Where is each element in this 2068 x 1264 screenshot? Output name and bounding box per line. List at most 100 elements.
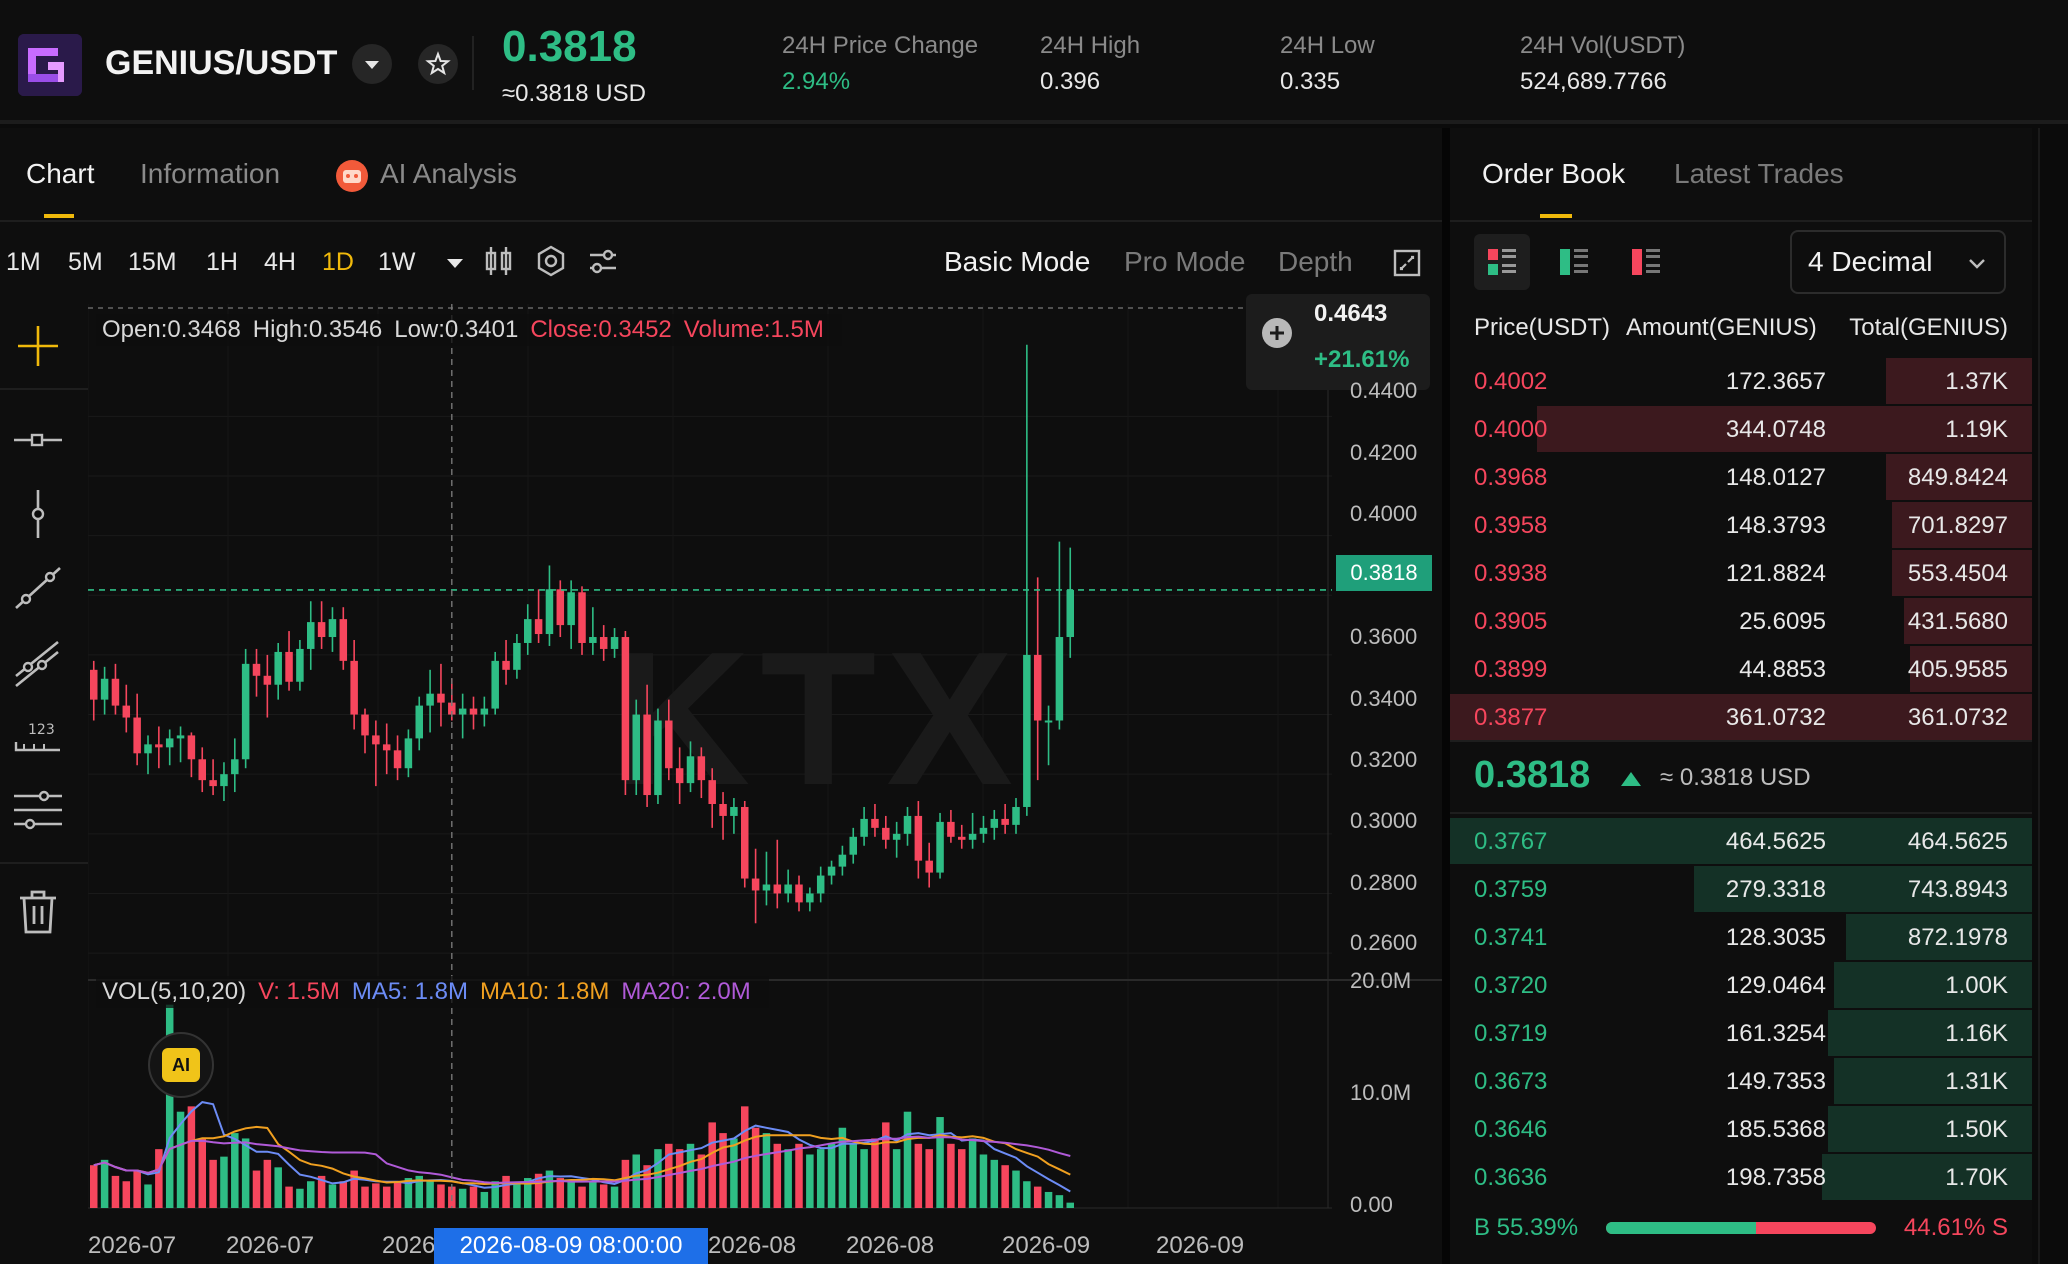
timeframe-15m[interactable]: 15M (128, 248, 177, 276)
candle-up (176, 735, 185, 739)
volume-bar (111, 1175, 120, 1208)
right-edge-scrollbar[interactable] (2038, 128, 2068, 1264)
ohlc-close: Close:0.3452 (530, 316, 672, 343)
high-price-badge[interactable]: 0.4643 +21.61% (1246, 294, 1430, 390)
pair-name[interactable]: GENIUS/USDT (105, 44, 338, 82)
horizontal-line-tool[interactable] (12, 414, 64, 466)
tab-ai-analysis[interactable]: AI Analysis (380, 158, 517, 189)
parallel-channel-tool[interactable] (12, 636, 64, 688)
buy-sell-ratio-bar (1606, 1222, 1876, 1234)
ask-row[interactable]: 0.4002 172.3657 1.37K (1450, 358, 2032, 406)
candle-down (437, 693, 445, 703)
more-timeframes-dropdown[interactable] (440, 248, 470, 278)
depth-bar (1910, 646, 2032, 692)
tab-order-book[interactable]: Order Book (1482, 158, 1626, 189)
timeframe-4h[interactable]: 4H (264, 248, 296, 276)
decimal-precision-select[interactable]: 4 Decimal (1790, 230, 2006, 294)
tab-information[interactable]: Information (140, 158, 281, 189)
timeframe-5m[interactable]: 5M (68, 248, 103, 276)
mode-basic[interactable]: Basic Mode (944, 246, 1091, 277)
ask-row[interactable]: 0.3938 121.8824 553.4504 (1450, 550, 2032, 598)
vertical-line-tool[interactable] (12, 488, 64, 540)
ai-assistant-button[interactable]: AI (148, 1032, 214, 1098)
candle-up (686, 756, 695, 784)
depth-bar (1822, 1154, 2032, 1200)
bid-row[interactable]: 0.3646 185.5368 1.50K (1450, 1106, 2032, 1154)
order-book-asks-icon (1632, 249, 1660, 275)
candle-type-button[interactable] (482, 244, 516, 278)
row-price: 0.3958 (1474, 512, 1548, 539)
parallel-lines-icon (15, 640, 59, 688)
bid-row[interactable]: 0.3720 129.0464 1.00K (1450, 962, 2032, 1010)
volume-bar (762, 1133, 771, 1208)
candle-up (165, 738, 174, 748)
ask-row[interactable]: 0.4000 344.0748 1.19K (1450, 406, 2032, 454)
candle-up (426, 693, 434, 706)
candle-up (610, 637, 619, 649)
candle-down (263, 675, 272, 685)
ask-row[interactable]: 0.3968 148.0127 849.8424 (1450, 454, 2032, 502)
bid-row[interactable]: 0.3719 161.3254 1.16K (1450, 1010, 2032, 1058)
view-both-button[interactable] (1474, 234, 1530, 290)
fib-tool[interactable] (12, 784, 64, 836)
svg-text:123: 123 (28, 722, 55, 738)
row-price: 0.3938 (1474, 560, 1548, 587)
price-label-tool[interactable]: 123 (12, 710, 64, 762)
ask-row[interactable]: 0.3877 361.0732 361.0732 (1450, 694, 2032, 742)
mode-depth[interactable]: Depth (1278, 246, 1353, 277)
candle-down (925, 860, 933, 873)
panel-divider[interactable] (1442, 128, 1450, 1264)
row-total: 405.9585 (1907, 656, 2008, 683)
volume-bar (882, 1122, 890, 1208)
candle-up (936, 821, 944, 873)
col-header-total: Total(GENIUS) (1849, 314, 2008, 341)
number-label-icon: 123 (14, 722, 60, 752)
bid-row[interactable]: 0.3767 464.5625 464.5625 (1450, 818, 2032, 866)
ask-row[interactable]: 0.3958 148.3793 701.8297 (1450, 502, 2032, 550)
crosshair-icon (18, 326, 58, 366)
row-amount: 172.3657 (1725, 368, 1826, 395)
view-bids-button[interactable] (1546, 234, 1602, 290)
candle-up (1066, 589, 1074, 638)
trend-line-tool[interactable] (12, 562, 64, 614)
candle-down (708, 780, 716, 804)
chart-settings-button[interactable] (534, 244, 568, 278)
ask-row[interactable]: 0.3905 25.6095 431.5680 (1450, 598, 2032, 646)
bid-row[interactable]: 0.3636 198.7358 1.70K (1450, 1154, 2032, 1202)
price-chart[interactable]: KTX (88, 304, 1442, 1228)
tab-chart[interactable]: Chart (26, 158, 95, 189)
volume-bar (307, 1181, 315, 1208)
bid-row[interactable]: 0.3759 279.3318 743.8943 (1450, 866, 2032, 914)
robot-icon (336, 160, 368, 192)
crosshair-tool[interactable] (12, 320, 64, 372)
volume-bar (719, 1133, 727, 1208)
timeframe-1m[interactable]: 1M (6, 248, 41, 276)
stat-price-change-value: 2.94% (782, 68, 851, 95)
candle-up (892, 833, 901, 840)
timeframe-1w[interactable]: 1W (378, 248, 416, 276)
candle-up (860, 818, 868, 837)
view-asks-button[interactable] (1618, 234, 1674, 290)
volume-label: VOL(5,10,20) (102, 978, 247, 1005)
fullscreen-button[interactable] (1390, 246, 1424, 280)
delete-drawings-tool[interactable] (12, 886, 64, 938)
pair-dropdown-button[interactable] (352, 44, 392, 84)
tab-latest-trades[interactable]: Latest Trades (1674, 158, 1844, 189)
timeframe-1h[interactable]: 1H (206, 248, 238, 276)
candle-up (838, 854, 847, 867)
bid-row[interactable]: 0.3741 128.3035 872.1978 (1450, 914, 2032, 962)
candle-up (968, 833, 977, 840)
volume-bar (773, 1143, 782, 1208)
ask-row[interactable]: 0.3899 44.8853 405.9585 (1450, 646, 2032, 694)
buy-ratio: B 55.39% (1474, 1214, 1579, 1241)
timeframe-1d[interactable]: 1D (322, 248, 354, 276)
bid-row[interactable]: 0.3673 149.7353 1.31K (1450, 1058, 2032, 1106)
mode-pro[interactable]: Pro Mode (1124, 246, 1246, 277)
volume-bar (404, 1178, 413, 1208)
last-price: 0.3818 (502, 22, 637, 71)
indicators-button[interactable] (586, 244, 620, 278)
row-amount: 185.5368 (1725, 1116, 1826, 1143)
plus-icon[interactable] (1262, 318, 1292, 348)
price-axis-tick: 0.2800 (1350, 870, 1418, 895)
favorite-button[interactable] (418, 44, 458, 84)
